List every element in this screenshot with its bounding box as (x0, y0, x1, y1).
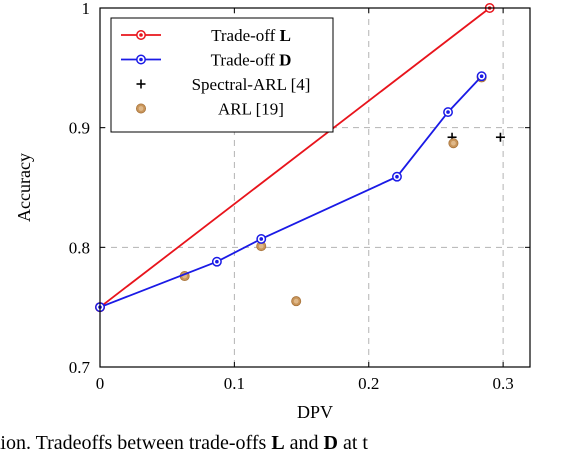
chart: 0 0.1 0.2 0.3 0.7 0.8 0.9 1 DPV Accuracy Trade-… (14, 0, 531, 422)
caption: ation. Tradeoffs between trade-offs L an… (0, 432, 568, 456)
series-3-point-4 (448, 138, 459, 149)
legend-entry-0: Trade-off L (121, 26, 291, 45)
series-line-0 (99, 7, 491, 308)
y-axis-label: Accuracy (14, 153, 34, 222)
legend-swatch-marker (136, 79, 146, 89)
series-1-point-4 (443, 107, 453, 118)
series-1-point-2 (256, 234, 267, 244)
x-tick-label: 0.2 (358, 374, 379, 393)
legend-entry-3: ARL [19] (135, 100, 284, 119)
series-1-point-5 (476, 71, 487, 82)
y-tick-label: 0.9 (69, 119, 90, 138)
legend-label: Spectral-ARL [4] (192, 75, 311, 94)
legend-entry-2: Spectral-ARL [4] (136, 75, 311, 94)
legend-label: Trade-off L (211, 26, 291, 45)
series-line-1 (99, 75, 483, 309)
legend-swatch-marker (136, 30, 146, 40)
x-tick-label: 0.3 (493, 374, 514, 393)
legend-label-text: Trade-off (211, 26, 279, 45)
legend-label-text: ARL [19] (218, 100, 284, 119)
legend-label: ARL [19] (218, 100, 284, 119)
caption-middle: and (284, 432, 324, 454)
y-tick-label: 1 (82, 0, 91, 18)
series-layer (95, 3, 505, 313)
series-2-point-1 (495, 132, 505, 142)
x-axis-label: DPV (297, 402, 333, 422)
ticks: 0 0.1 0.2 0.3 0.7 0.8 0.9 1 (69, 0, 530, 393)
series-3-point-3 (291, 296, 302, 307)
y-tick-label: 0.8 (69, 238, 90, 257)
caption-suffix: at t (338, 432, 368, 454)
x-tick-label: 0 (96, 374, 105, 393)
legend-label-bold: L (280, 26, 291, 45)
legend-swatch-marker (136, 54, 146, 65)
caption-bold-d: D (323, 432, 338, 454)
legend-label-text: Spectral-ARL [4] (192, 75, 311, 94)
legend-label-text: Trade-off (211, 51, 279, 70)
legend-label: Trade-off D (211, 51, 292, 70)
legend-box (110, 17, 334, 133)
legend-label-bold: D (279, 51, 291, 70)
legend-entry-1: Trade-off D (121, 51, 291, 70)
legend-swatch-marker (135, 103, 146, 114)
plot-frame (99, 7, 531, 368)
y-tick-label: 0.7 (69, 358, 91, 377)
series-1-point-3 (392, 171, 402, 182)
caption-prefix: ation. Tradeoffs between trade-offs (0, 432, 272, 454)
caption-bold-l: L (271, 432, 285, 454)
x-tick-label: 0.1 (224, 374, 245, 393)
series-1-point-1 (211, 256, 222, 267)
